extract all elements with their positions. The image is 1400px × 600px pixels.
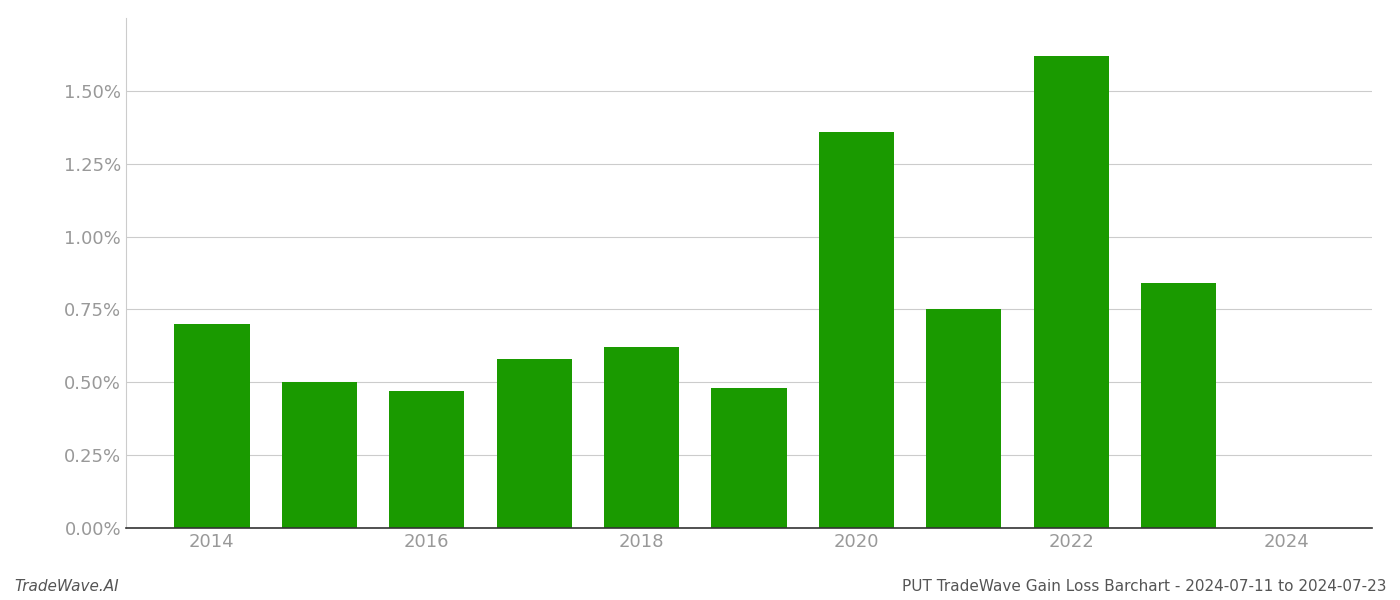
Bar [281,382,357,528]
Bar [927,310,1001,528]
Bar [711,388,787,528]
Bar [603,347,679,528]
Bar [1033,56,1109,528]
Bar [389,391,465,528]
Bar [175,324,249,528]
Bar [497,359,571,528]
Bar [1141,283,1217,528]
Bar [819,131,895,528]
Text: TradeWave.AI: TradeWave.AI [14,579,119,594]
Text: PUT TradeWave Gain Loss Barchart - 2024-07-11 to 2024-07-23: PUT TradeWave Gain Loss Barchart - 2024-… [902,579,1386,594]
